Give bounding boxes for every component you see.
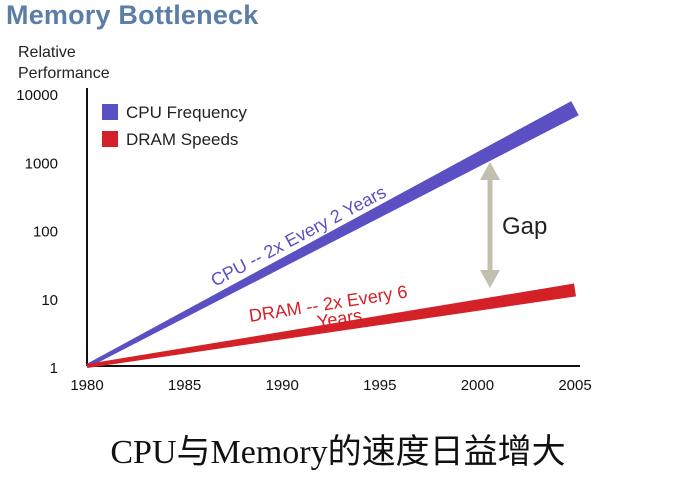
x-tick-label-1985: 1985 — [168, 377, 201, 394]
x-tick-label-1990: 1990 — [266, 377, 299, 394]
gap-label: Gap — [502, 213, 547, 240]
legend-label-cpu: CPU Frequency — [126, 103, 247, 122]
caption: CPU与Memory的速度日益增大 — [110, 434, 566, 471]
y-tick-label-10000: 10000 — [16, 87, 58, 104]
series-line-dram — [86, 283, 577, 368]
y-axis-label-line-1: Relative — [18, 44, 76, 61]
series-line-cpu — [86, 101, 579, 368]
y-axis-label-line-2: Performance — [18, 65, 110, 82]
chart-title: Memory Bottleneck — [6, 0, 259, 30]
y-axis-label: Relative Performance — [18, 42, 110, 84]
x-tick-label-1995: 1995 — [363, 377, 396, 394]
x-tick-label-1980: 1980 — [70, 377, 103, 394]
y-tick-label-1: 1 — [50, 360, 58, 377]
y-tick-label-10: 10 — [41, 292, 58, 309]
chart-plot: 1980 1985 1990 1995 2000 2005 10000 1000 100 10 1 C… — [16, 87, 591, 394]
y-tick-label-1000: 1000 — [25, 155, 58, 172]
gap-arrow-head-bottom — [480, 270, 500, 288]
gap-arrow-head-top — [480, 162, 500, 180]
legend-swatch-cpu — [102, 104, 118, 120]
x-tick-label-2005: 2005 — [558, 377, 591, 394]
legend-swatch-dram — [102, 131, 118, 147]
legend-label-dram: DRAM Speeds — [126, 130, 238, 149]
x-tick-label-2000: 2000 — [461, 377, 494, 394]
cpu-line-label: CPU -- 2x Every 2 Years — [208, 182, 390, 291]
y-tick-label-100: 100 — [33, 224, 58, 241]
